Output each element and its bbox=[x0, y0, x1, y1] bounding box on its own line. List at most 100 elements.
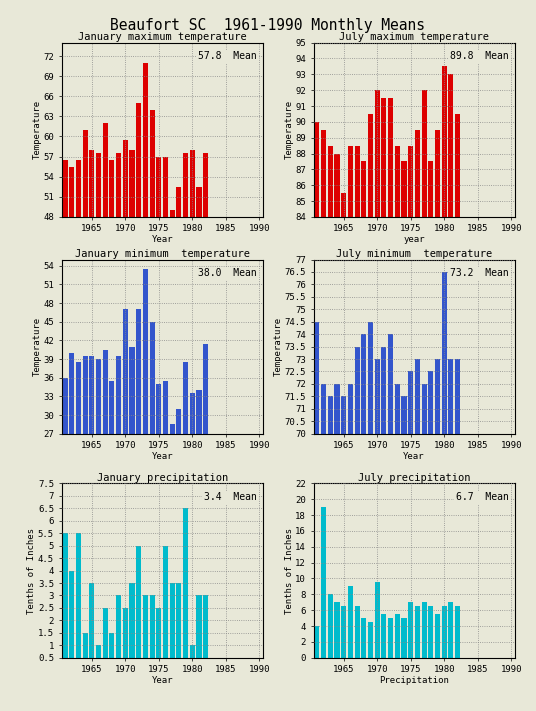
Bar bbox=[190, 393, 195, 434]
Bar bbox=[348, 146, 353, 217]
Title: July minimum  temperature: July minimum temperature bbox=[336, 249, 492, 259]
Bar bbox=[143, 269, 148, 434]
Bar bbox=[334, 154, 339, 217]
Bar bbox=[442, 272, 446, 434]
Bar bbox=[435, 359, 440, 434]
Text: 73.2  Mean: 73.2 Mean bbox=[450, 268, 509, 278]
Bar bbox=[361, 334, 366, 434]
Bar bbox=[442, 606, 446, 658]
Bar bbox=[375, 582, 379, 658]
Bar bbox=[315, 626, 319, 658]
Bar bbox=[150, 109, 154, 217]
Bar bbox=[197, 187, 202, 217]
Bar bbox=[130, 150, 135, 217]
Text: 38.0  Mean: 38.0 Mean bbox=[198, 268, 257, 278]
Bar bbox=[150, 321, 154, 434]
Bar bbox=[183, 362, 188, 434]
Y-axis label: Tenths of Inches: Tenths of Inches bbox=[285, 528, 294, 614]
Bar bbox=[76, 362, 81, 434]
Bar bbox=[408, 146, 413, 217]
Bar bbox=[449, 602, 453, 658]
Y-axis label: Tenths of Inches: Tenths of Inches bbox=[27, 528, 36, 614]
X-axis label: Year: Year bbox=[403, 451, 425, 461]
Bar bbox=[116, 356, 121, 434]
Bar bbox=[375, 90, 379, 217]
Bar bbox=[401, 161, 406, 217]
Bar bbox=[170, 583, 175, 658]
Text: Beaufort SC  1961-1990 Monthly Means: Beaufort SC 1961-1990 Monthly Means bbox=[110, 18, 426, 33]
Bar bbox=[368, 114, 373, 217]
Bar bbox=[422, 602, 427, 658]
Bar bbox=[90, 356, 94, 434]
Bar bbox=[96, 153, 101, 217]
X-axis label: Year: Year bbox=[151, 235, 173, 244]
Bar bbox=[401, 397, 406, 434]
Y-axis label: Temperature: Temperature bbox=[274, 317, 283, 376]
Bar bbox=[368, 622, 373, 658]
Bar bbox=[109, 381, 114, 434]
Bar bbox=[348, 587, 353, 658]
Bar bbox=[190, 646, 195, 658]
Bar bbox=[355, 347, 360, 434]
Title: January precipitation: January precipitation bbox=[96, 473, 228, 483]
Bar bbox=[109, 633, 114, 658]
Bar bbox=[157, 608, 161, 658]
Bar bbox=[388, 618, 393, 658]
Bar bbox=[176, 409, 181, 434]
Bar bbox=[395, 146, 400, 217]
Bar bbox=[415, 130, 420, 217]
Bar bbox=[382, 614, 386, 658]
Bar bbox=[388, 334, 393, 434]
Bar bbox=[368, 322, 373, 434]
Bar bbox=[109, 160, 114, 217]
Title: January minimum  temperature: January minimum temperature bbox=[75, 249, 250, 259]
Bar bbox=[190, 150, 195, 217]
Bar bbox=[321, 130, 326, 217]
Bar bbox=[395, 384, 400, 434]
Bar bbox=[163, 546, 168, 658]
X-axis label: year: year bbox=[403, 235, 425, 244]
Bar bbox=[361, 618, 366, 658]
Bar bbox=[382, 347, 386, 434]
Bar bbox=[415, 606, 420, 658]
Bar bbox=[83, 633, 87, 658]
Bar bbox=[63, 378, 68, 434]
Y-axis label: Temperature: Temperature bbox=[33, 100, 42, 159]
Bar bbox=[203, 153, 208, 217]
Bar bbox=[435, 614, 440, 658]
Bar bbox=[170, 424, 175, 434]
Bar bbox=[116, 596, 121, 658]
Bar bbox=[136, 103, 141, 217]
Bar bbox=[96, 359, 101, 434]
Bar bbox=[428, 606, 433, 658]
Bar bbox=[341, 397, 346, 434]
Bar bbox=[83, 130, 87, 217]
Bar bbox=[76, 160, 81, 217]
Bar bbox=[183, 153, 188, 217]
Bar bbox=[455, 359, 460, 434]
Bar bbox=[103, 608, 108, 658]
Bar bbox=[388, 98, 393, 217]
Text: 6.7  Mean: 6.7 Mean bbox=[456, 492, 509, 502]
Bar bbox=[123, 140, 128, 217]
Bar bbox=[401, 618, 406, 658]
Text: 89.8  Mean: 89.8 Mean bbox=[450, 51, 509, 61]
Bar bbox=[428, 161, 433, 217]
Bar bbox=[130, 346, 135, 434]
Bar bbox=[315, 122, 319, 217]
Bar bbox=[315, 322, 319, 434]
Bar bbox=[83, 356, 87, 434]
Bar bbox=[183, 508, 188, 658]
Bar bbox=[90, 150, 94, 217]
Bar bbox=[96, 646, 101, 658]
Bar bbox=[136, 309, 141, 434]
Bar bbox=[361, 161, 366, 217]
Text: 57.8  Mean: 57.8 Mean bbox=[198, 51, 257, 61]
Bar bbox=[157, 384, 161, 434]
Title: July maximum temperature: July maximum temperature bbox=[339, 32, 489, 42]
Bar bbox=[449, 359, 453, 434]
Bar bbox=[197, 390, 202, 434]
Bar bbox=[163, 381, 168, 434]
Bar bbox=[355, 606, 360, 658]
Bar bbox=[422, 90, 427, 217]
